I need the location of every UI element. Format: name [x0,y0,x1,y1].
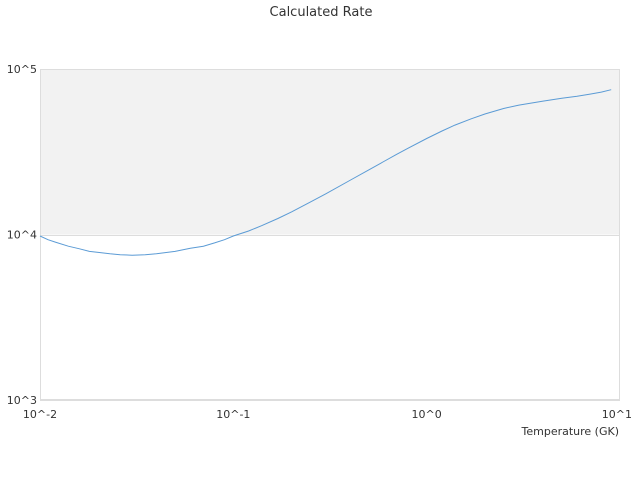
chart-title: Calculated Rate [270,5,373,20]
x-tick-label: 10^1 [602,408,632,421]
axis-ticks: 10^3 10^4 10^5 10^-2 10^-1 10^0 10^1 [7,63,632,421]
x-tick-label: 10^0 [412,408,442,421]
series-line [39,89,612,256]
shaded-band [40,69,620,235]
y-tick-label: 10^5 [7,63,37,76]
x-tick-label: 10^-2 [23,408,57,421]
x-tick-label: 10^-1 [216,408,250,421]
y-tick-label: 10^4 [7,229,37,242]
series-layer [39,89,612,256]
x-axis-label: Temperature (GK) [521,425,620,438]
y-tick-label: 10^3 [7,394,37,407]
